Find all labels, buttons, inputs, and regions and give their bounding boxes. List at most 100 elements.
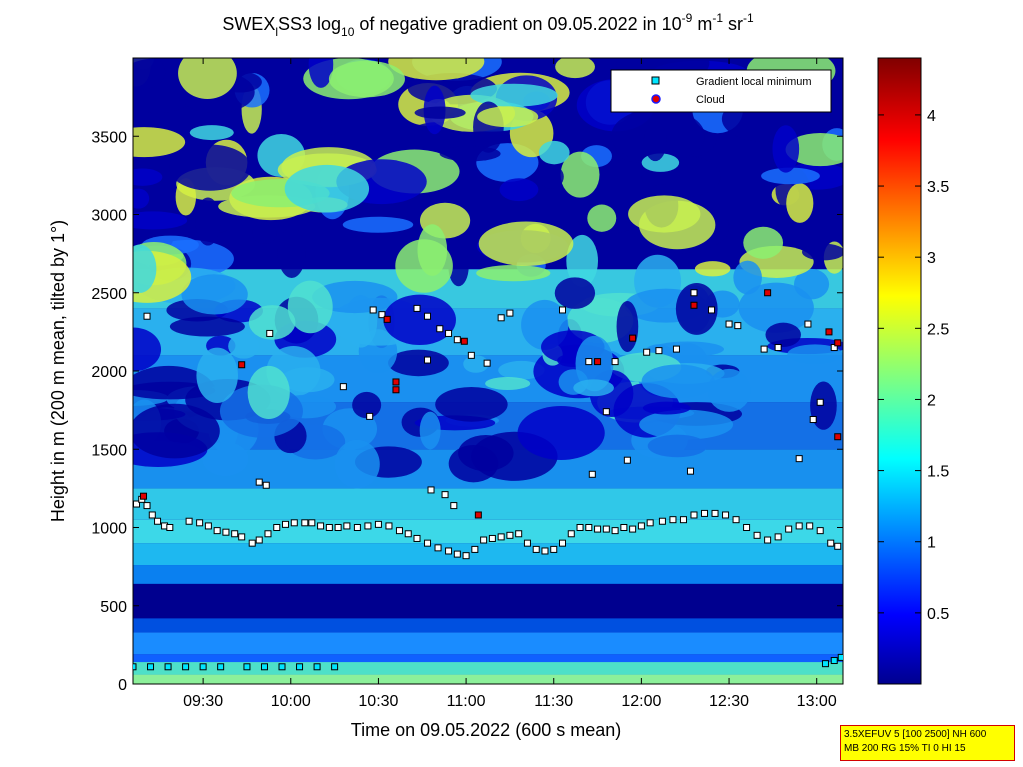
- title-subscript: l: [275, 25, 278, 39]
- heatmap-cell: [785, 133, 843, 167]
- gradient-min-marker: [488, 534, 496, 542]
- gradient-min-marker: [282, 520, 290, 528]
- gradient-min-marker: [204, 522, 212, 530]
- title-main: of negative gradient on 09.05.2022 in 10: [354, 14, 681, 34]
- y-tick-label: 2500: [91, 286, 127, 303]
- gradient-min-marker: [834, 542, 842, 550]
- heatmap-cell: [312, 280, 398, 314]
- gradient-min-marker: [434, 544, 442, 552]
- heatmap-cell: [499, 178, 539, 202]
- heatmap-cell: [772, 125, 800, 173]
- gradient-min-marker: [795, 522, 803, 530]
- heatmap-cell: [195, 197, 221, 246]
- heatmap-cell: [647, 434, 708, 458]
- heatmap-cell: [320, 107, 343, 135]
- gradient-min-marker: [821, 660, 829, 668]
- heatmap-cell: [616, 300, 639, 352]
- gradient-min-marker: [143, 312, 151, 320]
- gradient-min-marker: [148, 511, 156, 519]
- heatmap-cell: [248, 305, 296, 340]
- gradient-min-marker: [424, 312, 432, 320]
- heatmap-cell: [169, 144, 251, 191]
- gradient-min-marker: [260, 663, 268, 671]
- heatmap-cell: [383, 294, 456, 346]
- x-tick-label: 12:30: [709, 693, 749, 710]
- legend-marker-cloud: [651, 94, 661, 104]
- cloud-marker: [825, 328, 833, 336]
- heatmap-band: [133, 565, 843, 584]
- colorbar-tick-label: 2: [927, 392, 936, 409]
- y-axis-label: Height in m (200 m mean, tilted by 1°): [48, 220, 68, 522]
- heatmap-cell: [761, 167, 820, 185]
- gradient-min-marker: [722, 511, 730, 519]
- heatmap-cell: [181, 274, 248, 315]
- gradient-min-marker: [378, 311, 386, 319]
- heatmap-cell: [342, 216, 414, 233]
- colorbar-tick-label: 4: [927, 108, 936, 125]
- gradient-min-marker: [602, 525, 610, 533]
- gradient-min-marker: [296, 663, 304, 671]
- heatmap-cell: [133, 403, 220, 459]
- heatmap-band: [133, 543, 843, 566]
- gradient-min-marker: [774, 533, 782, 541]
- heatmap-cell: [694, 261, 731, 277]
- gradient-min-marker: [404, 530, 412, 538]
- cloud-marker: [392, 378, 400, 386]
- gradient-min-marker: [325, 524, 333, 531]
- legend-label-cloud: Cloud: [696, 94, 725, 106]
- x-tick-label: 10:30: [358, 693, 398, 710]
- heatmap-cell: [352, 391, 382, 419]
- parameter-info-box: 3.5XEFUV 5 [100 2500] NH 600 MB 200 RG 1…: [840, 725, 1015, 761]
- colorbar-tick-label: 1: [927, 535, 936, 552]
- y-tick-label: 1500: [91, 442, 127, 459]
- heatmap-cell: [133, 327, 162, 372]
- gradient-min-marker: [317, 522, 325, 530]
- gradient-min-marker: [217, 663, 225, 671]
- gradient-min-marker: [672, 345, 680, 353]
- title-exp2: -1: [712, 11, 723, 25]
- heatmap-cell: [414, 106, 466, 119]
- gradient-min-marker: [436, 325, 444, 333]
- gradient-min-marker: [413, 534, 421, 542]
- heatmap-cell: [281, 367, 335, 393]
- colorbar-tick-label: 1.5: [927, 464, 949, 481]
- heatmap-cell: [573, 379, 614, 397]
- gradient-min-marker: [133, 663, 137, 671]
- y-tick-label: 3500: [91, 129, 127, 146]
- gradient-min-marker: [629, 525, 637, 533]
- heatmap-cell: [448, 444, 499, 483]
- heatmap-cell: [448, 247, 469, 287]
- gradient-min-marker: [427, 486, 435, 494]
- cloud-marker: [474, 511, 482, 519]
- title-mid: SS3 log: [278, 14, 341, 34]
- heatmap-cell: [247, 365, 290, 419]
- heatmap-cell: [801, 243, 843, 261]
- gradient-min-marker: [497, 314, 505, 322]
- gradient-min-marker: [483, 359, 491, 367]
- cloud-marker: [834, 339, 842, 347]
- heatmap-cell: [287, 280, 333, 334]
- heatmap-cell: [485, 376, 531, 390]
- cloud-marker: [834, 433, 842, 441]
- heatmap-cell: [133, 188, 150, 209]
- title-exp1: -9: [682, 11, 693, 25]
- gradient-min-marker: [669, 516, 677, 524]
- gradient-min-marker: [686, 467, 694, 475]
- gradient-min-marker: [369, 306, 377, 314]
- gradient-min-marker: [734, 322, 742, 330]
- heatmap-band: [133, 674, 843, 684]
- gradient-min-marker: [182, 663, 190, 671]
- gradient-min-marker: [273, 524, 281, 531]
- colorbar-tick-label: 0.5: [927, 606, 949, 623]
- gradient-min-marker: [243, 663, 251, 671]
- x-tick-label: 11:30: [534, 693, 573, 710]
- heatmap-cell: [196, 347, 238, 403]
- gradient-min-marker: [480, 536, 488, 544]
- gradient-min-marker: [567, 530, 575, 538]
- heatmap-cell: [328, 60, 405, 98]
- gradient-min-marker: [774, 344, 782, 352]
- gradient-min-marker: [690, 511, 698, 519]
- gradient-min-marker: [339, 383, 347, 391]
- gradient-min-marker: [264, 530, 272, 538]
